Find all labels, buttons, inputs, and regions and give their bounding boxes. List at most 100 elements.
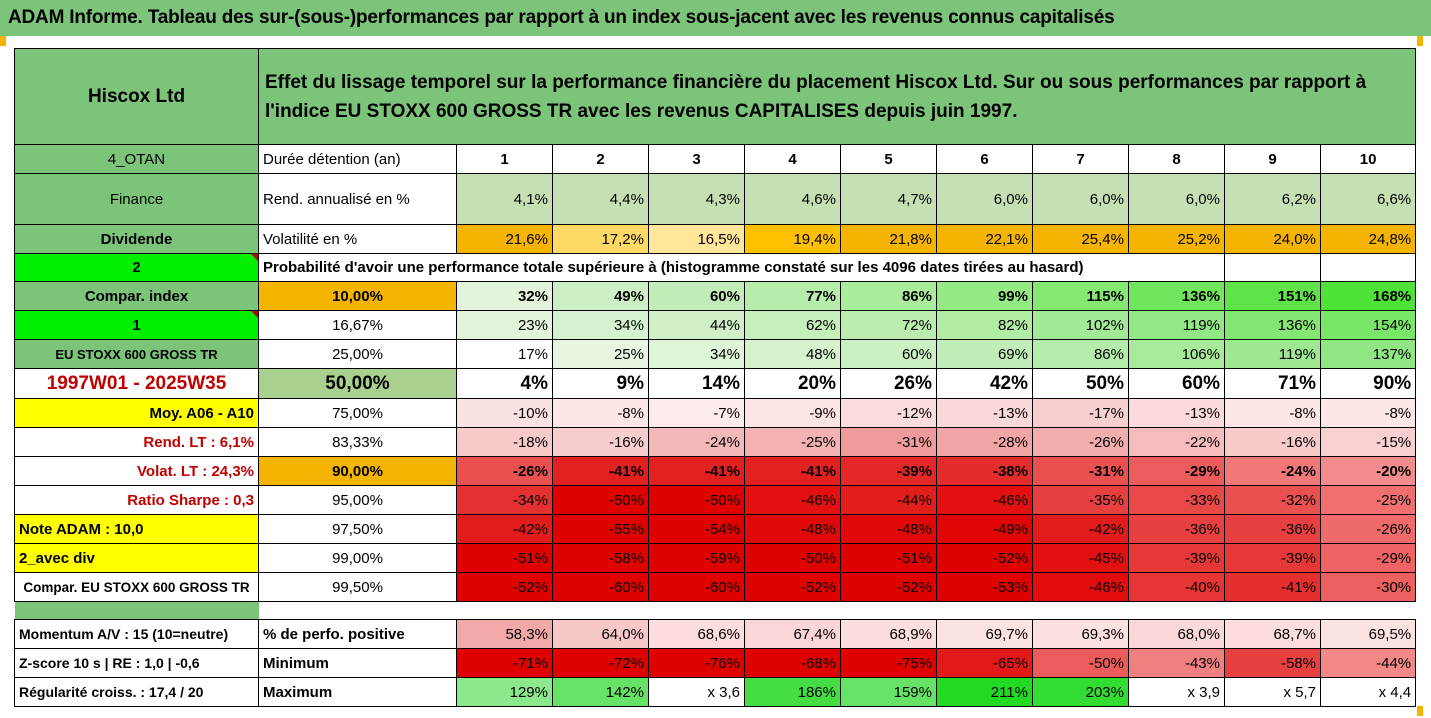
return-value: 4,7% [840, 173, 937, 225]
probability-value: 34% [648, 339, 745, 369]
probability-value: 115% [1032, 281, 1129, 311]
threshold-percent: 16,67% [258, 310, 457, 340]
probability-value: -48% [744, 514, 841, 544]
compare-index-label: Compar. EU STOXX 600 GROSS TR [14, 572, 259, 602]
probability-value: -32% [1224, 485, 1321, 515]
stat-value: 58,3% [456, 619, 553, 649]
stat-value: 159% [840, 677, 937, 707]
holding-year: 5 [840, 144, 937, 174]
stat-value: -72% [552, 648, 649, 678]
probability-value: -41% [1224, 572, 1321, 602]
probability-value: -15% [1319, 427, 1417, 457]
return-label: Rend. annualisé en % [258, 173, 457, 225]
option-1: 1 [14, 310, 259, 340]
stat-value: 203% [1032, 677, 1129, 707]
stat-value: -44% [1319, 648, 1417, 678]
volatility-value: 19,4% [744, 224, 841, 254]
probability-value: -34% [456, 485, 553, 515]
probability-value: 50% [1032, 368, 1129, 399]
holding-year: 1 [456, 144, 553, 174]
stat-value: x 3,6 [648, 677, 745, 707]
probability-value: -20% [1319, 456, 1417, 486]
probability-value: 86% [840, 281, 937, 311]
probability-value: -35% [1032, 485, 1129, 515]
probability-value: 60% [648, 281, 745, 311]
probability-value: 20% [744, 368, 841, 399]
probability-value: 136% [1224, 310, 1321, 340]
probability-value: -49% [936, 514, 1033, 544]
probability-value: -8% [1224, 398, 1321, 428]
adam-score: Note ADAM : 10,0 [14, 514, 259, 544]
probability-value: -25% [1319, 485, 1417, 515]
volatility-value: 17,2% [552, 224, 649, 254]
stat-value: -68% [744, 648, 841, 678]
probability-value: -60% [648, 572, 745, 602]
positive-performance-label: % de perfo. positive [258, 619, 457, 649]
probability-value: -53% [936, 572, 1033, 602]
return-value: 4,4% [552, 173, 649, 225]
volatility-value: 25,4% [1032, 224, 1129, 254]
probability-value: -52% [936, 543, 1033, 573]
blank-cell [1224, 253, 1321, 282]
long-term-volatility: Volat. LT : 24,3% [14, 456, 259, 486]
probability-value: -16% [1224, 427, 1321, 457]
threshold-percent: 97,50% [258, 514, 457, 544]
probability-value: -26% [1319, 514, 1417, 544]
probability-value: -55% [552, 514, 649, 544]
maximum-label: Maximum [258, 677, 457, 707]
probability-value: -54% [648, 514, 745, 544]
probability-value: -36% [1224, 514, 1321, 544]
sector-name: Finance [14, 173, 259, 225]
probability-value: -42% [456, 514, 553, 544]
probability-value: 4% [456, 368, 553, 399]
blank-cell [1319, 253, 1417, 282]
probability-value: -9% [744, 398, 841, 428]
probability-value: 71% [1224, 368, 1321, 399]
average-label: Moy. A06 - A10 [14, 398, 259, 428]
spacer-cell [14, 601, 259, 620]
probability-value: -50% [648, 485, 745, 515]
probability-value: -29% [1319, 543, 1417, 573]
probability-value: -40% [1128, 572, 1225, 602]
corner-marker [1417, 706, 1423, 716]
return-value: 6,0% [936, 173, 1033, 225]
probability-value: 136% [1128, 281, 1225, 311]
probability-value: -46% [744, 485, 841, 515]
corner-marker [1417, 36, 1423, 46]
probability-value: -52% [456, 572, 553, 602]
stat-value: -50% [1032, 648, 1129, 678]
probability-value: -36% [1128, 514, 1225, 544]
probability-value: -41% [744, 456, 841, 486]
probability-value: -48% [840, 514, 937, 544]
stat-value: -75% [840, 648, 937, 678]
stat-value: 67,4% [744, 619, 841, 649]
probability-value: 82% [936, 310, 1033, 340]
probability-value: 23% [456, 310, 553, 340]
stat-value: -65% [936, 648, 1033, 678]
probability-value: 154% [1319, 310, 1417, 340]
volatility-value: 21,8% [840, 224, 937, 254]
volatility-value: 25,2% [1128, 224, 1225, 254]
return-value: 4,6% [744, 173, 841, 225]
probability-value: -60% [552, 572, 649, 602]
stat-value: x 5,7 [1224, 677, 1321, 707]
probability-value: -41% [552, 456, 649, 486]
threshold-percent: 90,00% [258, 456, 457, 486]
probability-value: 168% [1319, 281, 1417, 311]
probability-value: -41% [648, 456, 745, 486]
page-title: ADAM Informe. Tableau des sur-(sous-)per… [0, 0, 1431, 36]
stat-value: -71% [456, 648, 553, 678]
probability-value: -42% [1032, 514, 1129, 544]
probability-value: 99% [936, 281, 1033, 311]
description: Effet du lissage temporel sur la perform… [257, 48, 1417, 145]
probability-value: 42% [936, 368, 1033, 399]
holding-year: 4 [744, 144, 841, 174]
probability-value: -25% [744, 427, 841, 457]
probability-value: -44% [840, 485, 937, 515]
stat-value: 68,0% [1128, 619, 1225, 649]
option-2: 2 [14, 253, 259, 282]
threshold-percent: 83,33% [258, 427, 457, 457]
probability-value: 102% [1032, 310, 1129, 340]
spacer-cell [258, 601, 1416, 620]
return-value: 6,0% [1128, 173, 1225, 225]
